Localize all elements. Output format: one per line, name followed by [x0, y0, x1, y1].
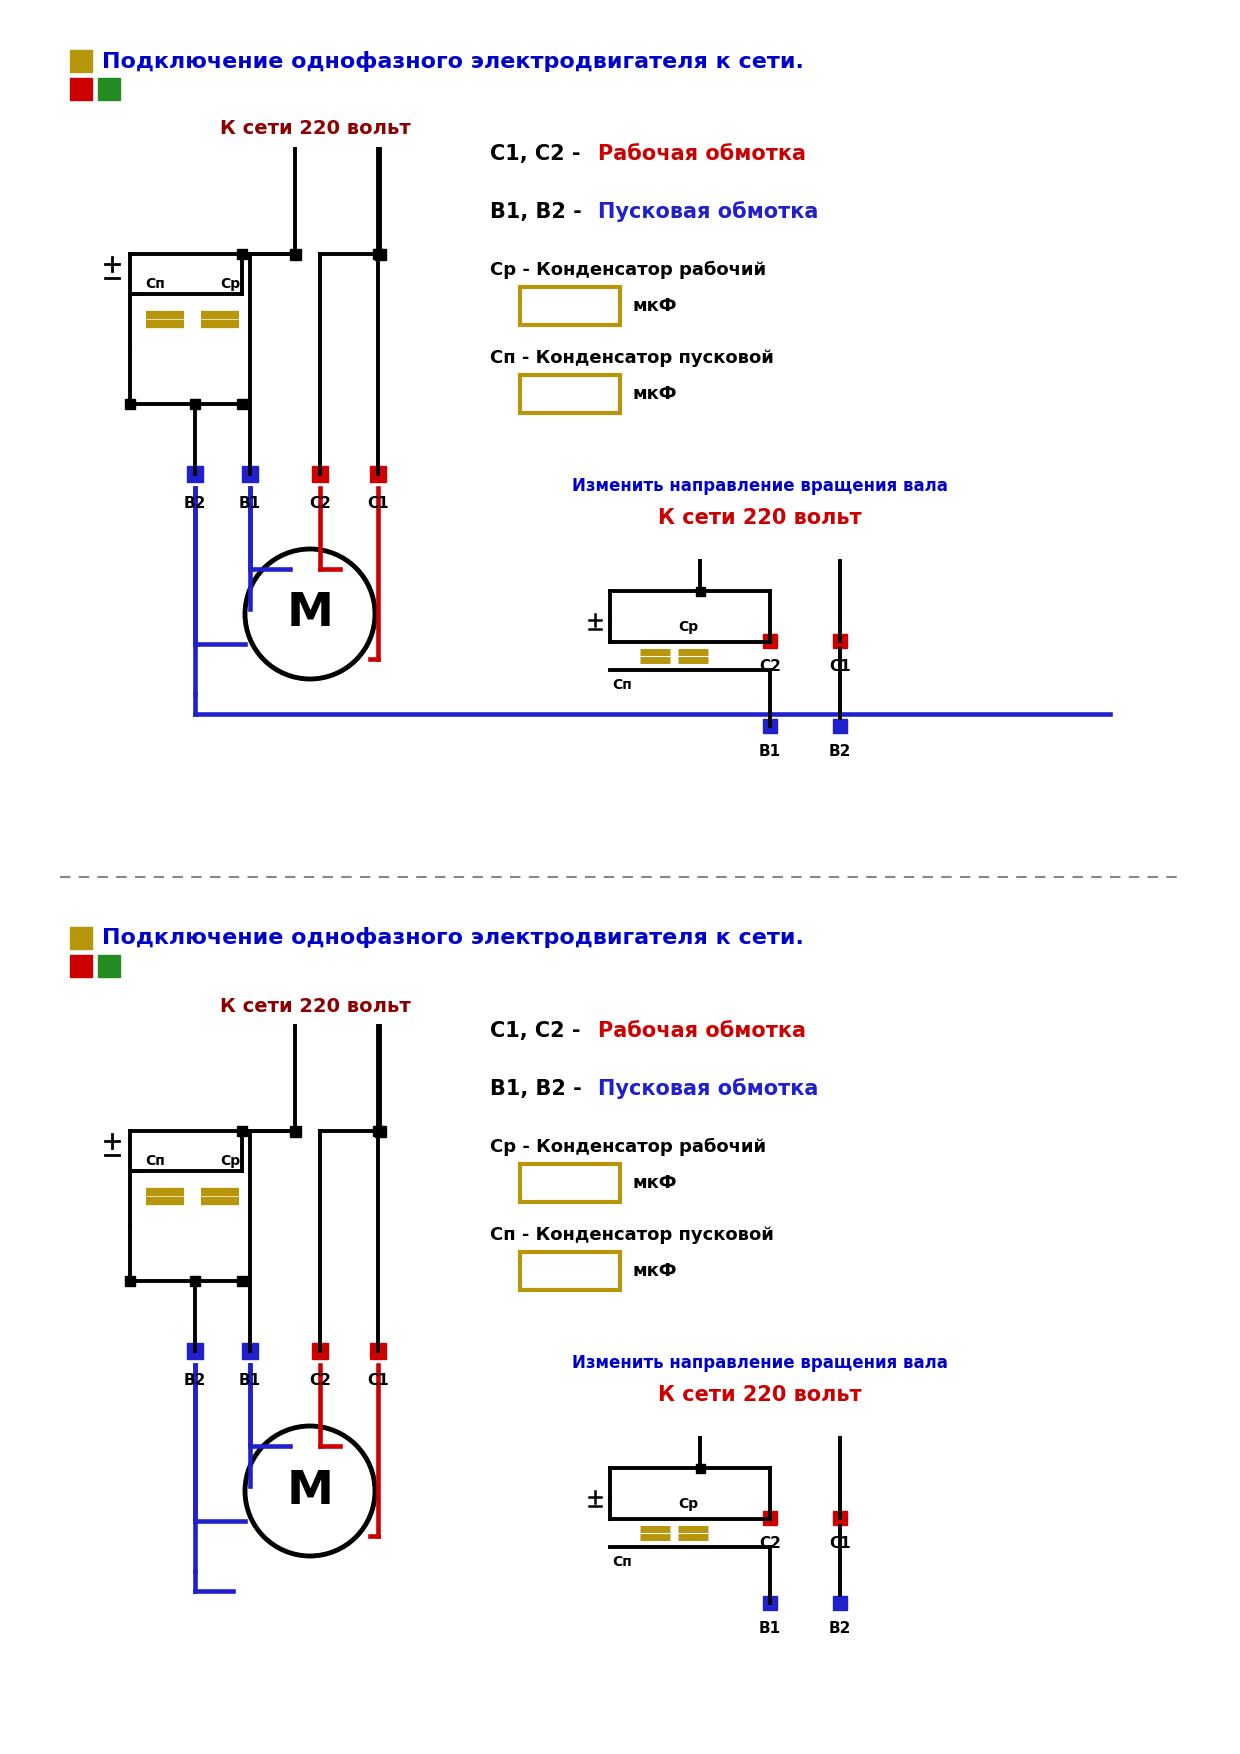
Bar	[242, 467, 258, 482]
Text: В2: В2	[184, 1373, 206, 1387]
Text: С1, С2 -: С1, С2 -	[490, 1021, 588, 1042]
Text: В1: В1	[759, 744, 781, 759]
Bar	[69, 51, 92, 72]
Text: С2: С2	[309, 1373, 331, 1387]
Text: мкФ: мкФ	[632, 384, 677, 403]
Text: К сети 220 вольт: К сети 220 вольт	[219, 119, 410, 139]
Text: Рабочая обмотка: Рабочая обмотка	[598, 1021, 806, 1042]
Bar	[763, 633, 777, 647]
Bar	[696, 586, 704, 596]
Bar	[289, 1126, 300, 1137]
Text: В2: В2	[184, 496, 206, 510]
Text: Изменить направление вращения вала: Изменить направление вращения вала	[572, 477, 947, 495]
FancyBboxPatch shape	[520, 1252, 620, 1289]
Text: Пусковая обмотка: Пусковая обмотка	[598, 202, 818, 223]
Bar	[833, 633, 847, 647]
Text: С1: С1	[830, 1537, 851, 1551]
Text: С1: С1	[830, 660, 851, 674]
Text: Сп: Сп	[613, 679, 632, 693]
Bar	[237, 1126, 247, 1137]
Text: М: М	[286, 1468, 334, 1514]
Bar	[696, 1463, 704, 1473]
Text: К сети 220 вольт: К сети 220 вольт	[658, 1386, 862, 1405]
Bar	[833, 1596, 847, 1610]
Bar	[763, 719, 777, 733]
Bar	[125, 398, 135, 409]
Bar	[374, 1126, 386, 1137]
Bar	[237, 249, 247, 260]
Text: К сети 220 вольт: К сети 220 вольт	[219, 996, 410, 1016]
Bar	[370, 467, 386, 482]
Text: М: М	[286, 591, 334, 637]
Bar	[237, 1275, 247, 1286]
Text: В1, В2 -: В1, В2 -	[490, 202, 589, 223]
Text: Ср - Конденсатор рабочий: Ср - Конденсатор рабочий	[490, 261, 766, 279]
Bar	[763, 1510, 777, 1524]
Bar	[190, 398, 200, 409]
Bar	[69, 954, 92, 977]
Text: мкФ: мкФ	[632, 1261, 677, 1280]
Bar	[763, 1596, 777, 1610]
Bar	[312, 1344, 329, 1359]
Bar	[374, 249, 386, 260]
Text: С1, С2 -: С1, С2 -	[490, 144, 588, 165]
Bar	[190, 1275, 200, 1286]
Text: мкФ: мкФ	[632, 1173, 677, 1193]
Bar	[187, 467, 203, 482]
Text: В1: В1	[239, 496, 262, 510]
Text: Сп - Конденсатор пусковой: Сп - Конденсатор пусковой	[490, 349, 774, 367]
Bar	[373, 249, 383, 260]
Text: Подключение однофазного электродвигателя к сети.: Подключение однофазного электродвигателя…	[102, 51, 804, 72]
Text: В1: В1	[759, 1621, 781, 1636]
Text: С2: С2	[309, 496, 331, 510]
Bar	[69, 928, 92, 949]
Text: Сп: Сп	[145, 1154, 165, 1168]
Text: Ср: Ср	[678, 1496, 698, 1510]
FancyBboxPatch shape	[520, 1165, 620, 1201]
Text: В2: В2	[828, 744, 851, 759]
Text: Сп - Конденсатор пусковой: Сп - Конденсатор пусковой	[490, 1226, 774, 1244]
Text: мкФ: мкФ	[632, 296, 677, 316]
Bar	[833, 719, 847, 733]
Text: Пусковая обмотка: Пусковая обмотка	[598, 1079, 818, 1100]
Text: С2: С2	[759, 660, 781, 674]
Bar	[312, 467, 329, 482]
Bar	[242, 1344, 258, 1359]
Bar	[289, 249, 300, 260]
Text: В2: В2	[828, 1621, 851, 1636]
Text: С1: С1	[367, 496, 389, 510]
Bar	[370, 1344, 386, 1359]
Text: С1: С1	[367, 1373, 389, 1387]
Text: Ср: Ср	[219, 277, 241, 291]
Bar	[237, 398, 247, 409]
Text: Сп: Сп	[145, 277, 165, 291]
Text: Сп: Сп	[613, 1556, 632, 1570]
Text: Ср - Конденсатор рабочий: Ср - Конденсатор рабочий	[490, 1138, 766, 1156]
FancyBboxPatch shape	[520, 288, 620, 324]
FancyBboxPatch shape	[520, 375, 620, 412]
Bar	[187, 1344, 203, 1359]
Text: Подключение однофазного электродвигателя к сети.: Подключение однофазного электродвигателя…	[102, 928, 804, 949]
Bar	[69, 77, 92, 100]
Bar	[98, 954, 120, 977]
Bar	[833, 1510, 847, 1524]
Text: Ср: Ср	[678, 619, 698, 633]
Text: Изменить направление вращения вала: Изменить направление вращения вала	[572, 1354, 947, 1372]
Text: В1: В1	[239, 1373, 262, 1387]
Bar	[373, 1126, 383, 1137]
Text: К сети 220 вольт: К сети 220 вольт	[658, 509, 862, 528]
Text: Ср: Ср	[219, 1154, 241, 1168]
Text: С2: С2	[759, 1537, 781, 1551]
Bar	[125, 1275, 135, 1286]
Bar	[98, 77, 120, 100]
Text: Рабочая обмотка: Рабочая обмотка	[598, 144, 806, 165]
Text: В1, В2 -: В1, В2 -	[490, 1079, 589, 1100]
